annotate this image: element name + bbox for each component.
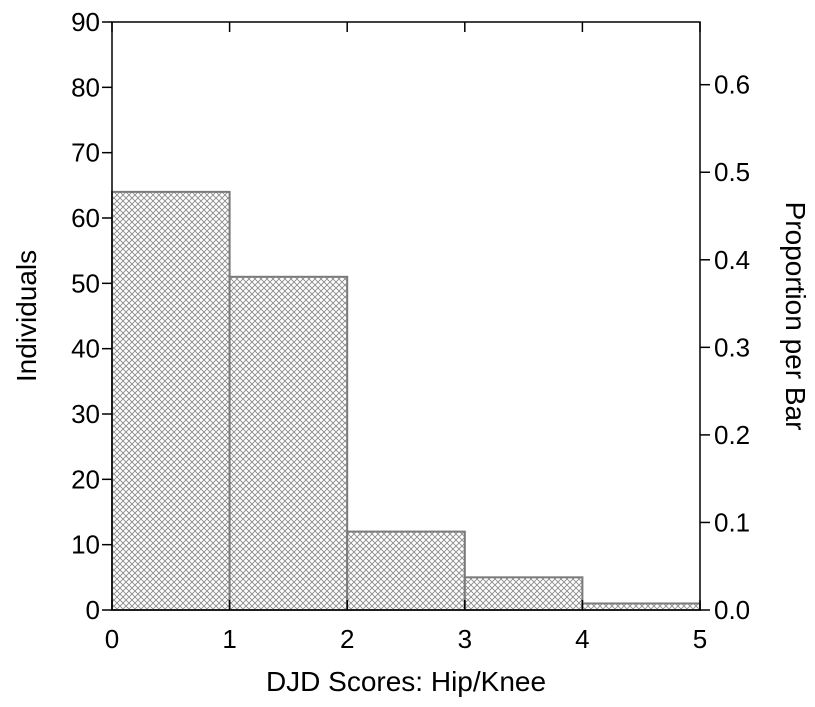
y2-tick-label-3: 0.3 [714,332,750,362]
y2-tick-label-0: 0.0 [714,595,750,625]
x-tick-label-1: 1 [222,624,236,654]
y-tick-label-7: 70 [71,138,100,168]
y-tick-label-0: 0 [86,595,100,625]
y2-tick-label-5: 0.5 [714,157,750,187]
x-axis-title: DJD Scores: Hip/Knee [266,666,546,697]
y-tick-label-6: 60 [71,203,100,233]
histogram-bar-3 [463,576,584,611]
y-tick-label-5: 50 [71,268,100,298]
bars-layer [111,190,702,612]
x-tick-label-5: 5 [693,624,707,654]
x-tick-label-3: 3 [458,624,472,654]
y-tick-label-3: 30 [71,399,100,429]
x-tick-label-2: 2 [340,624,354,654]
x-tick-label-0: 0 [105,624,119,654]
histogram-bar-0 [111,190,231,611]
ticks-layer [102,21,710,611]
y2-tick-label-1: 0.1 [714,507,750,537]
histogram-bar-1 [228,275,349,611]
y2-tick-label-4: 0.4 [714,245,750,275]
labels-layer: 0 1 2 3 4 501020304050607080900.00.10.20.30.4… [71,7,750,654]
y2-axis-title: Proportion per Bar [780,202,811,431]
histogram-bar-4 [581,602,702,612]
y-axis-title: Individuals [11,250,42,382]
y-tick-label-4: 40 [71,334,100,364]
y2-tick-label-6: 0.6 [714,70,750,100]
y-tick-label-2: 20 [71,464,100,494]
y-tick-label-9: 90 [71,7,100,37]
y-tick-label-8: 80 [71,72,100,102]
y-tick-label-1: 10 [71,530,100,560]
y2-tick-label-2: 0.2 [714,420,750,450]
histogram-bar-2 [346,530,466,611]
x-tick-label-4: 4 [575,624,589,654]
plot-frame [111,21,701,611]
